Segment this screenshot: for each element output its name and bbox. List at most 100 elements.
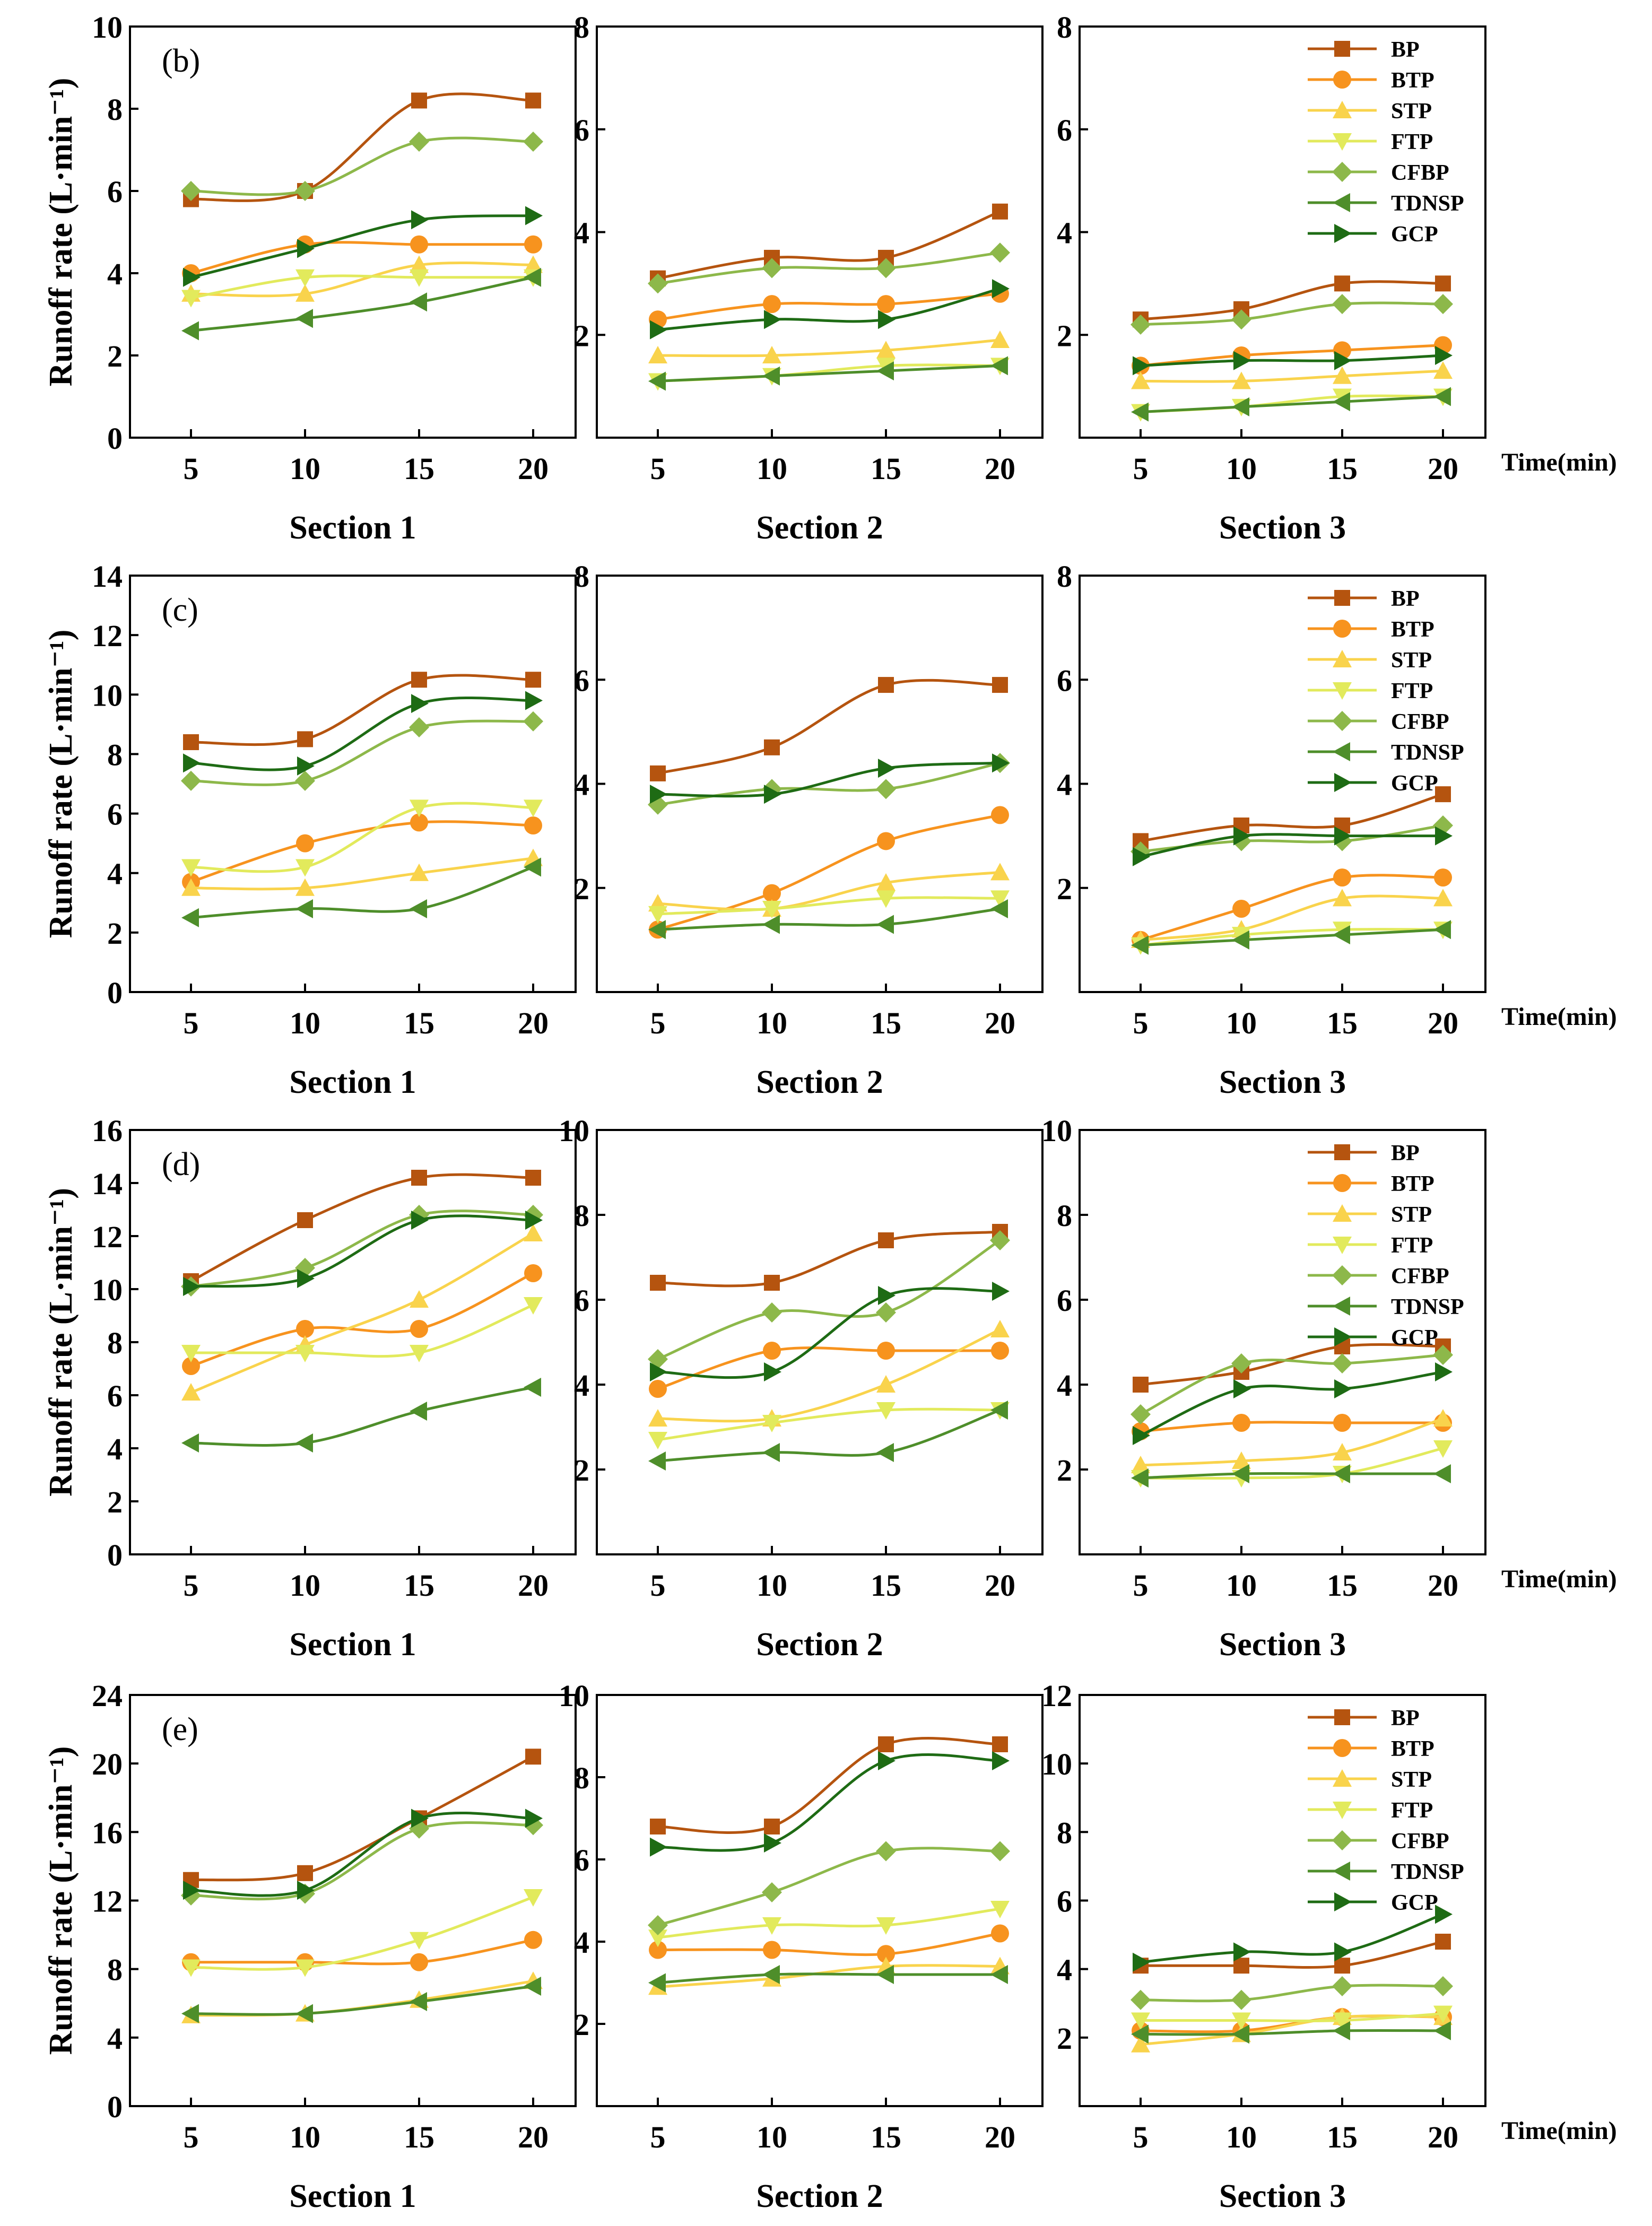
series-line-ftp bbox=[657, 1407, 1001, 1441]
data-point-stp bbox=[181, 1383, 201, 1401]
data-point-stp bbox=[876, 1375, 895, 1393]
x-tick-label: 5 bbox=[184, 1568, 199, 1603]
data-point-gcp bbox=[183, 1277, 201, 1296]
series-line-bp bbox=[1140, 1940, 1444, 1969]
data-point-tdnsp bbox=[762, 366, 780, 386]
data-point-gcp bbox=[411, 1808, 429, 1828]
data-point-stp bbox=[876, 341, 895, 359]
legend-marker-bp bbox=[1334, 1144, 1350, 1160]
series-line-stp bbox=[657, 338, 1001, 358]
data-point-btp bbox=[991, 806, 1009, 824]
data-point-tdnsp bbox=[1333, 1464, 1350, 1483]
data-point-ftp bbox=[295, 859, 315, 877]
data-point-btp bbox=[524, 816, 542, 834]
data-point-ftp bbox=[181, 1345, 201, 1362]
data-point-gcp bbox=[297, 756, 315, 776]
y-tick-label: 6 bbox=[1057, 1283, 1072, 1318]
axes-frame bbox=[129, 575, 577, 993]
y-tick-label: 4 bbox=[574, 216, 589, 250]
series-line-btp bbox=[657, 1346, 1000, 1390]
data-point-tdnsp bbox=[295, 1433, 313, 1453]
x-tick-label: 20 bbox=[985, 1006, 1015, 1040]
data-point-stp bbox=[1232, 371, 1251, 389]
y-axis-label: Runoff rate (L·min⁻¹) bbox=[43, 1188, 79, 1497]
panel-label: (c) bbox=[162, 592, 198, 628]
x-tick-label: 10 bbox=[290, 2120, 320, 2154]
section-label: Section 2 bbox=[756, 2178, 883, 2214]
data-point-cfbp bbox=[990, 242, 1010, 263]
x-tick-label: 20 bbox=[1428, 1568, 1458, 1603]
data-point-tdnsp bbox=[1232, 2024, 1249, 2044]
series-line-btp bbox=[657, 1932, 1001, 1957]
chart-panel: 2 4 6 8 10 5 10 15 20 Section 3 Time(min) BP BTP STP F… bbox=[1041, 1114, 1617, 1663]
data-point-cfbp bbox=[523, 132, 543, 152]
y-tick-label: 4 bbox=[107, 1432, 123, 1466]
data-point-gcp bbox=[525, 691, 543, 710]
data-point-btp bbox=[182, 1357, 200, 1375]
x-tick-label: 15 bbox=[871, 1568, 901, 1603]
y-tick-label: 6 bbox=[1057, 663, 1072, 698]
y-tick-label: 10 bbox=[92, 10, 123, 45]
data-point-gcp bbox=[878, 759, 895, 778]
data-point-btp bbox=[991, 1342, 1009, 1360]
chart-panel: 2 4 6 8 10 5 10 15 20 Section 2 bbox=[559, 1114, 1044, 1663]
data-point-bp bbox=[525, 1749, 541, 1765]
data-point-bp bbox=[411, 92, 427, 109]
x-tick-label: 15 bbox=[871, 2120, 901, 2154]
series-line-gcp bbox=[190, 696, 534, 771]
data-point-ftp bbox=[762, 901, 781, 918]
x-tick-label: 10 bbox=[290, 1568, 320, 1603]
series-line-cfbp bbox=[1140, 1984, 1444, 2003]
legend-marker-tdnsp bbox=[1333, 1297, 1350, 1316]
data-point-btp bbox=[524, 1931, 542, 1949]
data-point-tdnsp bbox=[1131, 1468, 1149, 1488]
y-tick-label: 12 bbox=[1041, 1679, 1072, 1713]
series-line-cfbp bbox=[190, 1821, 534, 1901]
legend-label: BP bbox=[1391, 38, 1420, 62]
data-point-stp bbox=[1333, 889, 1352, 907]
data-point-btp bbox=[296, 834, 314, 853]
data-point-cfbp bbox=[990, 1841, 1010, 1862]
y-tick-label: 20 bbox=[92, 1747, 123, 1781]
data-point-cfbp bbox=[1332, 1976, 1352, 1996]
data-point-tdnsp bbox=[762, 1965, 780, 1984]
series-line-bp bbox=[657, 210, 1001, 280]
chart-panel: 2 4 6 8 5 10 15 20 Section 2 bbox=[574, 10, 1044, 546]
legend-label: FTP bbox=[1391, 1233, 1433, 1258]
data-point-gcp bbox=[764, 1833, 781, 1853]
x-tick-label: 5 bbox=[650, 1568, 666, 1603]
x-tick-label: 10 bbox=[1226, 1006, 1257, 1040]
data-point-cfbp bbox=[523, 711, 543, 732]
legend-marker-bp bbox=[1334, 590, 1350, 606]
data-point-cfbp bbox=[1433, 1345, 1453, 1365]
series-line-bp bbox=[190, 1173, 534, 1283]
legend-label: CFBP bbox=[1391, 710, 1449, 734]
series-line-stp bbox=[657, 1964, 1001, 1988]
data-point-gcp bbox=[1435, 346, 1453, 365]
y-tick-label: 6 bbox=[574, 1283, 589, 1318]
x-tick-label: 15 bbox=[871, 1006, 901, 1040]
time-axis-label: Time(min) bbox=[1501, 1565, 1617, 1593]
x-tick-label: 5 bbox=[1133, 451, 1149, 486]
data-point-btp bbox=[877, 295, 895, 314]
legend-marker-stp bbox=[1333, 1204, 1352, 1222]
data-point-ftp bbox=[876, 890, 895, 908]
data-point-stp bbox=[1433, 889, 1453, 907]
series-line-tdnsp bbox=[657, 364, 1001, 382]
data-point-tdnsp bbox=[1433, 2021, 1451, 2040]
data-point-bp bbox=[650, 765, 666, 781]
axes-frame bbox=[129, 25, 577, 439]
data-point-ftp bbox=[762, 1415, 781, 1432]
data-point-cfbp bbox=[1433, 1976, 1453, 1996]
data-point-cfbp bbox=[762, 258, 782, 279]
data-point-btp bbox=[410, 235, 428, 254]
data-point-bp bbox=[297, 731, 313, 747]
section-label: Section 3 bbox=[1219, 1627, 1346, 1663]
series-line-ftp bbox=[190, 1895, 534, 1971]
data-point-gcp bbox=[650, 1837, 667, 1857]
data-point-stp bbox=[876, 873, 895, 891]
legend-label: STP bbox=[1391, 1768, 1432, 1792]
y-tick-label: 24 bbox=[92, 1679, 123, 1713]
data-point-btp bbox=[524, 235, 542, 254]
